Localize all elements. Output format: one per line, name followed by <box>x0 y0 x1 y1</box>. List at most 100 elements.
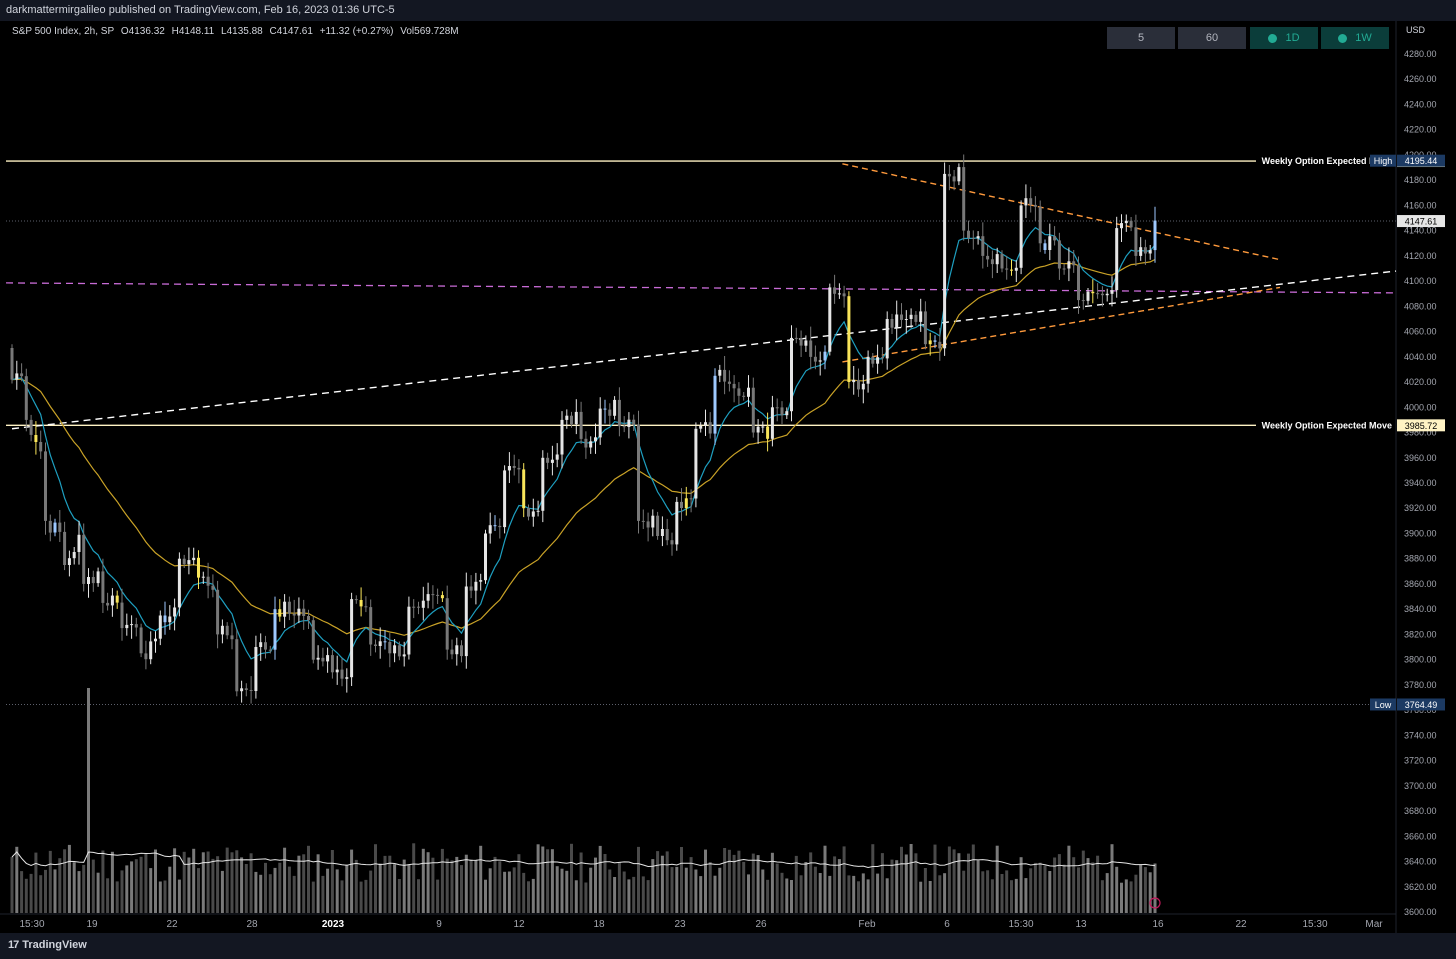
legend-volume: Vol569.728M <box>400 26 459 37</box>
volume-bar <box>369 870 373 913</box>
candle-body <box>273 609 277 650</box>
volume-bar <box>986 870 990 913</box>
x-tick-label: Mar <box>1365 919 1383 930</box>
volume-bar <box>641 876 645 913</box>
candle-body <box>1062 268 1066 270</box>
candle-body <box>120 602 124 629</box>
candle-body <box>660 529 664 536</box>
candle-body <box>378 641 382 646</box>
candle-body <box>268 649 272 651</box>
volume-bar <box>58 858 62 913</box>
tradingview-logo-icon: 17 <box>8 939 19 951</box>
candle-body <box>335 669 339 673</box>
candle-body <box>1110 290 1114 294</box>
volume-bar <box>684 867 688 913</box>
last-price-value-bg <box>1397 215 1445 228</box>
candle-body <box>670 540 674 545</box>
volume-bar <box>149 868 153 913</box>
volume-bar <box>412 843 416 913</box>
candle-body <box>809 340 813 357</box>
candle-body <box>1105 293 1109 296</box>
candle-body <box>1005 268 1009 270</box>
candle-body <box>990 259 994 265</box>
candle-body <box>689 498 693 500</box>
volume-bar <box>503 871 507 913</box>
candle-body <box>72 552 76 559</box>
volume-bar <box>933 844 937 913</box>
volume-bar <box>952 849 956 913</box>
candle-body <box>397 645 401 657</box>
volume-bar <box>732 854 736 913</box>
volume-bar <box>87 688 90 913</box>
volume-bar <box>287 866 291 913</box>
candle-body <box>527 508 530 517</box>
volume-bar <box>660 855 664 913</box>
candle-body <box>173 607 177 617</box>
volume-bar <box>938 875 942 913</box>
volume-bar <box>397 879 401 913</box>
volume-bar <box>785 878 789 913</box>
timeframe-1d-button[interactable]: 1D <box>1250 27 1318 49</box>
volume-bar <box>837 859 841 913</box>
volume-bar <box>316 854 320 913</box>
volume-bar <box>976 860 980 913</box>
candle-body <box>278 609 282 617</box>
chart-frame[interactable] <box>0 21 1456 933</box>
volume-bar <box>249 853 253 913</box>
candle-body <box>833 287 837 294</box>
candle-body <box>584 438 588 448</box>
candle-body <box>359 600 363 607</box>
y-tick-label: 4240.00 <box>1404 99 1437 109</box>
volume-bar <box>699 876 703 913</box>
timeframe-60-button[interactable]: 60 <box>1178 27 1246 49</box>
candle-body <box>1033 204 1037 207</box>
candle-body <box>383 641 387 643</box>
volume-bar <box>91 859 95 913</box>
candle-body <box>149 641 153 660</box>
candle-body <box>1096 293 1100 295</box>
volume-bar <box>326 868 330 913</box>
volume-bar <box>1143 867 1147 913</box>
candle-body <box>67 558 71 565</box>
volume-bar <box>507 871 511 913</box>
volume-bar <box>407 864 411 913</box>
candle-body <box>656 515 660 536</box>
x-tick-label: 15:30 <box>1302 919 1327 930</box>
volume-bar <box>106 878 110 913</box>
y-tick-label: 3940.00 <box>1404 478 1437 488</box>
y-tick-label: 4220.00 <box>1404 125 1437 135</box>
candle-body <box>29 419 33 435</box>
candle-body <box>723 369 727 382</box>
volume-bar <box>201 852 205 913</box>
timeframe-5-button[interactable]: 5 <box>1107 27 1175 49</box>
volume-bar <box>1115 866 1119 913</box>
candle-body <box>823 351 827 361</box>
candle-body <box>818 360 822 362</box>
candle-body <box>947 173 951 177</box>
volume-bar <box>613 877 617 913</box>
candle-body <box>512 466 516 468</box>
volume-bar <box>861 873 865 913</box>
range-high-value: 4195.44 <box>1405 156 1438 166</box>
candle-body <box>154 638 157 642</box>
volume-bar <box>254 871 258 913</box>
candle-body <box>1081 300 1085 302</box>
volume-bar <box>747 874 750 913</box>
volume-bar <box>177 879 181 913</box>
volume-bar <box>852 875 856 913</box>
candle-body <box>541 457 545 511</box>
timeframe-label: 1D <box>1285 32 1300 44</box>
volume-bar <box>1072 857 1076 913</box>
candle-body <box>713 375 717 434</box>
volume-bar <box>823 845 827 913</box>
x-tick-label: 28 <box>246 919 258 930</box>
volume-bar <box>737 850 741 913</box>
timeframe-1w-button[interactable]: 1W <box>1321 27 1389 49</box>
legend-change: +11.32 (+0.27%) <box>319 26 394 37</box>
candle-body <box>48 520 52 533</box>
y-tick-label: 3780.00 <box>1404 680 1437 690</box>
candle-body <box>675 501 679 545</box>
candle-body <box>962 167 966 231</box>
candle-body <box>402 654 406 657</box>
